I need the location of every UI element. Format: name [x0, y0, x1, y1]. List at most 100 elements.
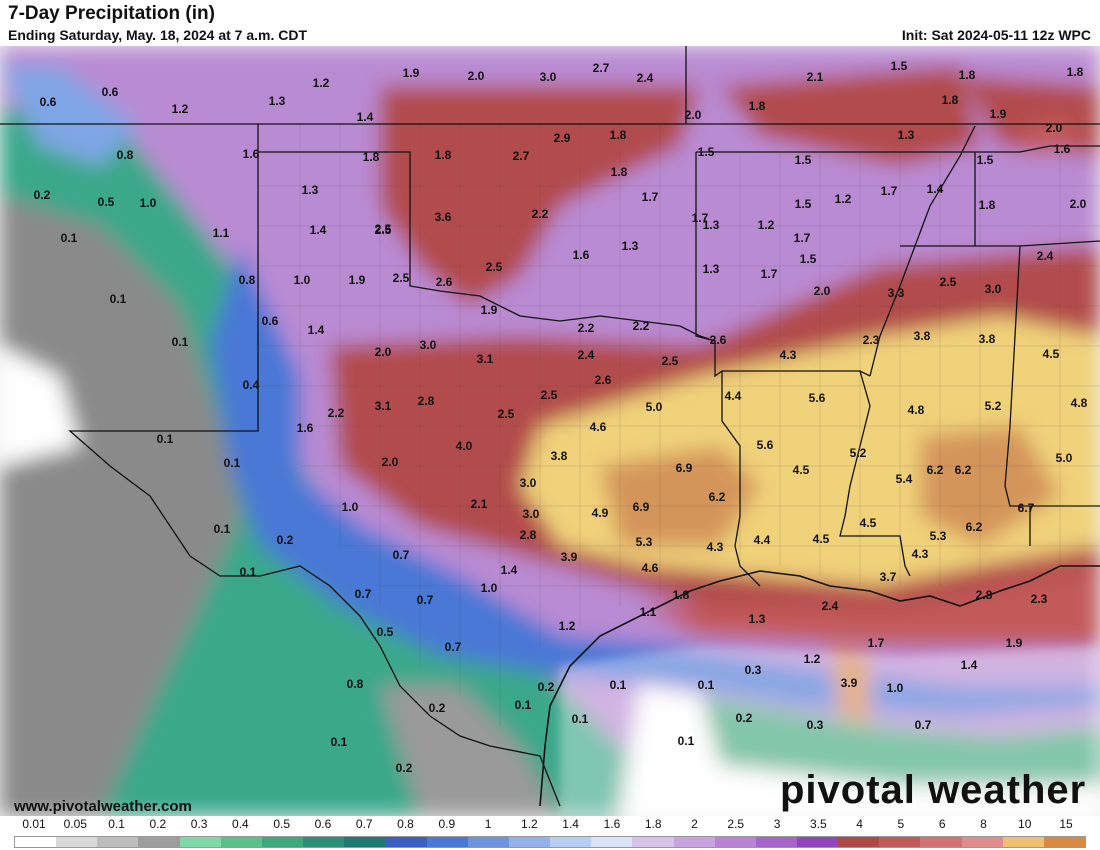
precip-value-label: 0.1 [172, 335, 189, 349]
precip-value-label: 2.0 [1070, 197, 1087, 211]
precip-value-label: 0.1 [214, 522, 231, 536]
precip-value-label: 1.5 [795, 197, 812, 211]
precip-value-label: 2.4 [822, 599, 839, 613]
legend-swatch [508, 837, 551, 847]
precip-value-label: 4.0 [456, 439, 473, 453]
precip-value-label: 1.4 [927, 182, 944, 196]
precip-value-label: 4.8 [1071, 396, 1088, 410]
precip-value-label: 0.4 [243, 378, 260, 392]
precip-value-label: 1.8 [979, 198, 996, 212]
precip-value-label: 6.2 [955, 463, 972, 477]
legend-tick: 1.4 [562, 817, 579, 831]
precip-value-label: 1.0 [481, 581, 498, 595]
precip-value-label: 5.6 [809, 391, 826, 405]
precip-value-label: 3.9 [841, 676, 858, 690]
precip-value-label: 0.2 [538, 680, 555, 694]
legend-ticks: 0.01 0.05 0.1 0.2 0.3 0.4 0.5 0.6 0.7 0.8 0.9 1 1.2 1… [0, 817, 1100, 833]
legend-swatch [179, 837, 221, 847]
legend-swatch [591, 837, 633, 847]
precip-value-label: 1.7 [881, 184, 898, 198]
legend-tick: 0.9 [438, 817, 456, 831]
legend-tick: 3 [773, 817, 781, 831]
precip-value-label: 2.0 [1046, 121, 1063, 135]
precip-value-label: 1.2 [172, 102, 189, 116]
precip-value-label: 0.1 [240, 565, 257, 579]
precip-value-label: 2.1 [471, 497, 488, 511]
precip-value-label: 1.4 [310, 223, 327, 237]
precip-value-label: 0.2 [429, 701, 446, 715]
precip-value-label: 2.5 [393, 271, 410, 285]
legend-swatch [261, 837, 304, 847]
precip-value-label: 0.2 [34, 188, 51, 202]
precip-value-label: 1.0 [342, 500, 359, 514]
precip-value-label: 5.0 [646, 400, 663, 414]
legend-swatch [1043, 837, 1086, 847]
precip-value-label: 1.0 [887, 681, 904, 695]
precip-value-label: 2.8 [976, 588, 993, 602]
precip-value-label: 3.7 [880, 570, 897, 584]
legend-tick: 0.2 [149, 817, 167, 831]
precip-value-label: 4.6 [642, 561, 659, 575]
legend-tick: 4 [856, 817, 863, 831]
precip-value-label: 2.8 [418, 394, 435, 408]
precip-value-label: 4.5 [860, 516, 877, 530]
legend-swatch [961, 837, 1003, 847]
legend-tick: 1.6 [603, 817, 621, 831]
precip-value-label: 1.2 [804, 652, 821, 666]
legend-swatch [673, 837, 715, 847]
legend-swatch [426, 837, 468, 847]
precip-value-label: 4.3 [912, 547, 929, 561]
precip-value-label: 0.3 [745, 663, 762, 677]
precip-value-label: 3.0 [420, 338, 437, 352]
legend-tick: 0.1 [108, 817, 125, 831]
precip-value-label: 1.5 [891, 59, 908, 73]
map-header: 7-Day Precipitation (in) Ending Saturday… [0, 0, 1100, 46]
precip-value-label: 3.3 [888, 286, 905, 300]
precip-value-label: 2.1 [807, 70, 824, 84]
legend-tick: 2.5 [727, 817, 745, 831]
legend-tick: 3.5 [809, 817, 827, 831]
precip-value-label: 2.0 [375, 345, 392, 359]
precip-value-label: 1.6 [297, 421, 314, 435]
precip-value-label: 1.3 [703, 262, 720, 276]
precip-value-label: 1.8 [435, 148, 452, 162]
precip-value-label: 0.6 [40, 95, 57, 109]
precip-value-label: 4.3 [707, 540, 724, 554]
legend-swatch [1002, 837, 1044, 847]
precip-value-label: 3.8 [551, 449, 568, 463]
precip-value-label: 2.0 [382, 455, 399, 469]
precip-value-label: 0.6 [102, 85, 119, 99]
precip-value-label: 1.9 [481, 303, 498, 317]
precip-value-label: 1.4 [357, 110, 374, 124]
legend-tick: 0.8 [397, 817, 414, 831]
legend-swatch [303, 837, 345, 847]
precip-value-label: 3.1 [375, 399, 392, 413]
precip-value-label: 2.8 [520, 528, 537, 542]
precip-value-label: 0.5 [377, 625, 394, 639]
precip-value-label: 1.4 [961, 658, 978, 672]
precip-value-label: 1.5 [795, 153, 812, 167]
precip-value-label: 2.0 [685, 108, 702, 122]
precip-value-label: 0.1 [157, 432, 174, 446]
precip-value-label: 1.8 [959, 68, 976, 82]
valid-time: Ending Saturday, May. 18, 2024 at 7 a.m.… [8, 27, 308, 43]
legend-swatch [467, 837, 509, 847]
precip-value-label: 5.4 [896, 472, 913, 486]
precip-value-label: 3.0 [540, 70, 557, 84]
precip-value-label: 0.2 [277, 533, 294, 547]
precip-value-label: 2.2 [578, 321, 595, 335]
legend-tick: 6 [938, 817, 946, 831]
init-time: Init: Sat 2024-05-11 12z WPC [901, 27, 1091, 43]
precip-value-label: 0.8 [347, 677, 364, 691]
precip-value-label: 0.5 [98, 195, 115, 209]
precip-value-labels: 0.60.61.21.31.21.9 2.0 3.02.72.4 2.11.51.8 1… [34, 59, 1088, 775]
precip-value-label: 1.6 [243, 147, 260, 161]
legend-swatch [138, 837, 180, 847]
precip-value-label: 1.8 [1067, 65, 1084, 79]
map-canvas: 0.60.61.21.31.21.9 2.0 3.02.72.4 2.11.51.8 1… [0, 46, 1100, 816]
precipitation-map[interactable]: 0.6 0.6 1.2 1.3 1.2 1.9 2.0 3.0 2.7 2.4 2.1 1.5 1.8 1… [0, 46, 1100, 816]
precip-value-label: 0.1 [515, 698, 532, 712]
precip-value-label: 2.2 [328, 406, 345, 420]
precip-value-label: 1.8 [611, 165, 628, 179]
legend-swatch [56, 837, 98, 847]
